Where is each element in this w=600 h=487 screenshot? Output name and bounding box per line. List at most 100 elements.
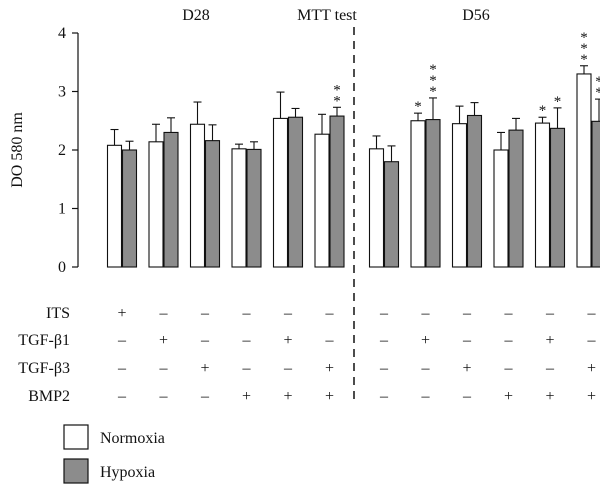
star-hypoxia: *: [333, 82, 341, 98]
treatment-sign: –: [421, 360, 431, 377]
treatment-sign: +: [283, 332, 292, 349]
bar-normoxia: [231, 148, 247, 268]
y-axis-label: DO 580 nm: [9, 112, 26, 188]
bar-hypoxia: [287, 116, 304, 268]
bars: [106, 73, 600, 268]
treatment-sign: +: [587, 360, 596, 377]
treatment-label: TGF-β1: [18, 332, 70, 349]
treatment-sign: –: [117, 360, 127, 377]
bar-hypoxia: [163, 131, 179, 268]
bar-normoxia: [314, 133, 330, 268]
bar-normoxia: [148, 141, 164, 268]
bar-hypoxia: [466, 114, 483, 268]
treatment-sign: +: [325, 388, 334, 405]
bar-hypoxia: [204, 140, 221, 268]
y-tick-label: 3: [58, 84, 66, 101]
treatment-sign: –: [379, 305, 389, 322]
treatment-sign: –: [159, 305, 169, 322]
y-tick-label: 2: [58, 142, 66, 159]
star-normoxia: *: [580, 41, 588, 57]
bar-hypoxia: [549, 127, 566, 268]
panel-labels: D28 MTT test D56: [182, 7, 490, 24]
panel-label: D56: [462, 7, 490, 24]
treatment-sign: –: [504, 305, 514, 322]
treatment-sign: +: [421, 332, 430, 349]
star-hypoxia: *: [554, 94, 562, 110]
treatment-sign: –: [117, 332, 127, 349]
treatment-sign: –: [325, 305, 335, 322]
treatment-sign: +: [325, 360, 334, 377]
bar-hypoxia: [508, 129, 524, 268]
bar-normoxia: [189, 123, 206, 268]
bar-normoxia: [576, 73, 592, 268]
treatment-sign: –: [200, 388, 210, 405]
bar-hypoxia: [425, 119, 441, 268]
star-hypoxia: *: [429, 62, 437, 78]
y-tick-label: 1: [58, 201, 66, 218]
star-normoxia: *: [580, 52, 588, 68]
star-hypoxia: *: [429, 84, 437, 100]
legend-swatch: [63, 458, 89, 484]
treatment-label: BMP2: [28, 388, 70, 405]
bar-normoxia: [272, 117, 289, 268]
star-hypoxia: *: [595, 85, 600, 101]
legend: Normoxia Hypoxia: [63, 424, 165, 484]
treatment-sign: –: [325, 332, 335, 349]
legend-label: Normoxia: [100, 430, 165, 447]
treatment-sign: –: [283, 360, 293, 377]
bar-normoxia: [106, 144, 123, 268]
treatment-sign: +: [545, 332, 554, 349]
treatment-sign: +: [242, 388, 251, 405]
treatment-sign: +: [117, 305, 126, 322]
treatment-sign: –: [545, 360, 555, 377]
treatment-sign: –: [545, 305, 555, 322]
treatment-sign: –: [462, 332, 472, 349]
star-hypoxia: *: [333, 93, 341, 109]
treatment-sign: –: [242, 332, 252, 349]
treatment-sign: –: [159, 360, 169, 377]
bar-hypoxia: [121, 149, 138, 268]
y-tick-label: 4: [58, 25, 66, 42]
axes: 0 1 2 3 4 DO 580 nm: [9, 25, 355, 402]
bar-normoxia: [451, 123, 468, 268]
treatment-sign: –: [242, 305, 252, 322]
treatment-sign: –: [504, 360, 514, 377]
treatment-sign: –: [200, 305, 210, 322]
bar-hypoxia: [591, 120, 600, 268]
bar-normoxia: [368, 148, 385, 268]
treatment-sign: –: [504, 332, 514, 349]
treatment-sign: +: [200, 360, 209, 377]
bar-hypoxia: [246, 148, 262, 268]
treatment-sign: –: [421, 388, 431, 405]
treatment-sign: –: [462, 305, 472, 322]
treatment-sign: –: [283, 305, 293, 322]
treatment-sign: –: [421, 305, 431, 322]
treatment-sign: –: [242, 360, 252, 377]
treatment-sign: –: [379, 332, 389, 349]
legend-label: Hypoxia: [100, 464, 155, 481]
treatment-sign: –: [200, 332, 210, 349]
treatment-table: ITS + – – – – – – – – – – – TGF-β1 – + – – + – – + – – + – TGF-β3 –…: [18, 305, 596, 405]
bar-hypoxia: [383, 161, 400, 268]
treatment-sign: +: [283, 388, 292, 405]
treatment-sign: –: [587, 305, 597, 322]
bar-hypoxia: [329, 115, 345, 268]
star-normoxia: *: [539, 103, 547, 119]
treatment-sign: –: [117, 388, 127, 405]
star-hypoxia: *: [595, 74, 600, 90]
treatment-sign: –: [379, 388, 389, 405]
star-normoxia: *: [580, 30, 588, 46]
treatment-sign: +: [462, 360, 471, 377]
treatment-sign: –: [587, 332, 597, 349]
bar-normoxia: [410, 120, 426, 268]
legend-swatch: [63, 424, 89, 450]
treatment-sign: –: [462, 388, 472, 405]
treatment-sign: –: [159, 388, 169, 405]
star-normoxia: *: [414, 99, 422, 115]
treatment-sign: +: [504, 388, 513, 405]
panel-label: MTT test: [297, 7, 357, 24]
treatment-label: TGF-β3: [18, 360, 70, 377]
treatment-label: ITS: [46, 305, 70, 322]
star-hypoxia: *: [429, 73, 437, 89]
